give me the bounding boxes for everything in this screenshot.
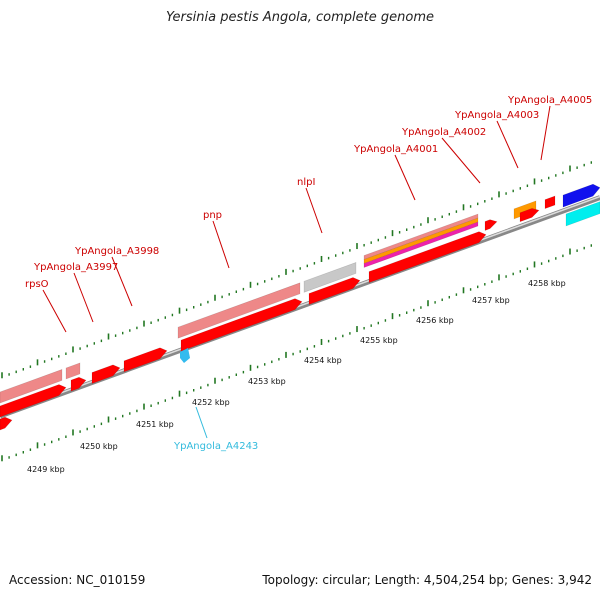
kbp-labels: 4249 kbp 4250 kbp 4251 kbp 4252 kbp 4253 kbp… bbox=[27, 279, 566, 474]
gene-features bbox=[0, 183, 600, 431]
genome-axis-highlight bbox=[0, 195, 600, 416]
YpAngola_A3998-gene bbox=[91, 364, 121, 384]
label-leader-line bbox=[73, 272, 94, 323]
gene-label: YpAngola_A3997 bbox=[33, 262, 118, 273]
label-leader-line bbox=[111, 256, 133, 307]
gene-block bbox=[65, 362, 81, 380]
label-leader-line bbox=[305, 187, 323, 234]
label-leaders bbox=[42, 105, 551, 439]
gene-block bbox=[123, 347, 168, 373]
kbp-label: 4256 kbp bbox=[416, 316, 454, 325]
label-leader-line bbox=[394, 154, 416, 201]
gene-label: YpAngola_A4243 bbox=[173, 441, 258, 452]
kbp-label: 4254 kbp bbox=[304, 356, 342, 365]
label-leader-line bbox=[212, 220, 230, 269]
accession-text: Accession: NC_010159 bbox=[9, 573, 146, 587]
YpAngola_A4001-gene bbox=[368, 231, 487, 284]
kbp-label: 4249 kbp bbox=[27, 465, 65, 474]
gene-label: YpAngola_A3998 bbox=[74, 246, 159, 257]
YpAngola_A4003b-gene bbox=[519, 208, 540, 223]
gene-labels: rpsO YpAngola_A3997 YpAngola_A3998 pnp nlpI Y… bbox=[25, 95, 592, 452]
YpAngola_A4002-gene bbox=[484, 219, 498, 231]
gene-block bbox=[565, 201, 600, 227]
gene-label: nlpI bbox=[297, 177, 315, 188]
label-leader-line bbox=[496, 120, 519, 169]
rpsO-gene bbox=[0, 384, 67, 418]
gene-label: pnp bbox=[203, 210, 222, 221]
gene-block bbox=[0, 416, 13, 431]
label-leader-line bbox=[195, 406, 208, 439]
kbp-ticks bbox=[1, 161, 592, 462]
label-leader-line bbox=[540, 105, 551, 161]
rpsO-gene-outline bbox=[0, 369, 63, 404]
YpAngola_A4005-gene bbox=[544, 195, 556, 210]
gene-label: YpAngola_A4005 bbox=[507, 95, 592, 106]
YpAngola_A4243-gene bbox=[180, 348, 190, 363]
genome-title: Yersinia pestis Angola, complete genome bbox=[166, 10, 434, 25]
genome-summary: Topology: circular; Length: 4,504,254 bp… bbox=[262, 573, 592, 587]
nlpI-gene bbox=[308, 277, 361, 305]
gene-label: rpsO bbox=[25, 279, 49, 290]
label-leader-line bbox=[42, 289, 67, 333]
kbp-label: 4252 kbp bbox=[192, 398, 230, 407]
genome-strands bbox=[0, 195, 600, 419]
pnp-gene bbox=[180, 298, 303, 352]
nlpI-gene-outline bbox=[303, 261, 357, 293]
genome-axis bbox=[0, 195, 600, 419]
kbp-label: 4258 kbp bbox=[528, 279, 566, 288]
kbp-label: 4257 kbp bbox=[472, 296, 510, 305]
pnp-gene-outline bbox=[177, 282, 301, 339]
gene-label: YpAngola_A4002 bbox=[401, 127, 486, 138]
label-leader-line bbox=[441, 137, 481, 184]
kbp-label: 4251 kbp bbox=[136, 420, 174, 429]
gene-label: YpAngola_A4001 bbox=[353, 144, 438, 155]
kbp-label: 4250 kbp bbox=[80, 442, 118, 451]
YpAngola_A3997-gene bbox=[70, 376, 87, 392]
kbp-label: 4255 kbp bbox=[360, 336, 398, 345]
kbp-label: 4253 kbp bbox=[248, 377, 286, 386]
gene-block bbox=[562, 183, 600, 208]
gene-block bbox=[363, 221, 479, 268]
gene-label: YpAngola_A4003 bbox=[454, 110, 539, 121]
